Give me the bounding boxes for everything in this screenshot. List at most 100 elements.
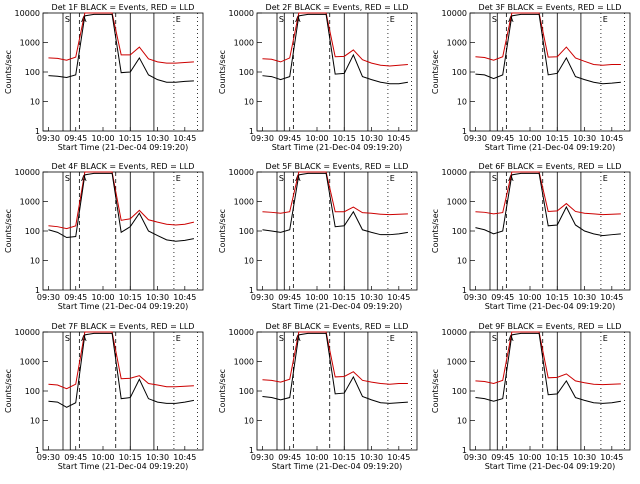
y-tick-label: 10 bbox=[30, 257, 40, 266]
x-tick-label: 10:30 bbox=[360, 453, 383, 462]
events-series-line bbox=[262, 172, 408, 236]
panel-7: 1 10 100 1000 10000 09:30 09:45 10:00 10:15 10:30… bbox=[4, 322, 204, 471]
marker-label: S bbox=[279, 15, 284, 24]
panel-1: 1 10 100 1000 10000 09:30 09:45 10:00 10:15 10:30… bbox=[4, 3, 204, 152]
marker-label: S bbox=[65, 174, 70, 183]
y-tick-label: 1000 bbox=[447, 358, 467, 367]
panel-4: 1 10 100 1000 10000 09:30 09:45 10:00 10:15 10:30… bbox=[4, 162, 204, 311]
x-tick-label: 10:45 bbox=[600, 134, 623, 143]
panel-title: Det 3F BLACK = Events, RED = LLD bbox=[479, 3, 622, 12]
x-tick-label: 10:15 bbox=[333, 293, 356, 302]
y-axis-label: Counts/sec bbox=[431, 369, 440, 413]
y-tick-label: 10 bbox=[457, 257, 467, 266]
x-tick-label: 10:15 bbox=[119, 453, 142, 462]
x-tick-label: 10:30 bbox=[146, 293, 169, 302]
plot-frame bbox=[469, 12, 631, 132]
panel-9: 1 10 100 1000 10000 09:30 09:45 10:00 10:15 10:30… bbox=[431, 322, 631, 471]
y-tick-label: 1000 bbox=[234, 198, 254, 207]
x-tick-label: 10:45 bbox=[387, 293, 410, 302]
x-axis-label: Start Time (21-Dec-04 09:19:20) bbox=[272, 302, 403, 311]
y-tick-label: 100 bbox=[25, 68, 40, 77]
x-tick-label: 10:45 bbox=[173, 293, 196, 302]
x-tick-label: 10:15 bbox=[333, 453, 356, 462]
y-tick-label: 10000 bbox=[442, 328, 467, 337]
panel-title: Det 7F BLACK = Events, RED = LLD bbox=[52, 322, 195, 331]
x-axis-label: Start Time (21-Dec-04 09:19:20) bbox=[58, 302, 189, 311]
lld-series-line bbox=[262, 12, 408, 67]
plot-frame bbox=[256, 331, 418, 451]
events-series-line bbox=[262, 13, 408, 85]
y-axis-label: Counts/sec bbox=[4, 369, 13, 413]
x-tick-label: 10:15 bbox=[119, 134, 142, 143]
y-tick-label: 100 bbox=[452, 227, 467, 236]
y-tick-label: 10000 bbox=[15, 168, 40, 177]
events-series-line bbox=[475, 332, 621, 404]
lld-series-line bbox=[48, 171, 195, 230]
plot-frame bbox=[256, 171, 418, 291]
panel-3: 1 10 100 1000 10000 09:30 09:45 10:00 10:15 10:30… bbox=[431, 3, 631, 152]
x-tick-label: 10:00 bbox=[518, 453, 541, 462]
y-tick-label: 1 bbox=[35, 286, 40, 295]
x-tick-label: 09:45 bbox=[64, 134, 87, 143]
y-tick-label: 10000 bbox=[229, 168, 254, 177]
y-tick-label: 10 bbox=[30, 417, 40, 426]
x-tick-label: 10:45 bbox=[173, 453, 196, 462]
y-tick-label: 100 bbox=[452, 68, 467, 77]
x-tick-label: 10:30 bbox=[360, 293, 383, 302]
y-tick-label: 10000 bbox=[229, 9, 254, 18]
x-tick-label: 09:45 bbox=[491, 453, 514, 462]
x-tick-label: 09:30 bbox=[37, 453, 60, 462]
y-tick-label: 1000 bbox=[447, 39, 467, 48]
y-tick-label: 10 bbox=[30, 98, 40, 107]
events-series-line bbox=[48, 13, 194, 83]
events-series-line bbox=[48, 172, 195, 242]
x-tick-label: 10:30 bbox=[360, 134, 383, 143]
panel-8: 1 10 100 1000 10000 09:30 09:45 10:00 10:15 10:30… bbox=[218, 322, 418, 471]
marker-label: S bbox=[492, 15, 497, 24]
x-tick-label: 10:00 bbox=[91, 453, 114, 462]
x-tick-label: 09:30 bbox=[251, 453, 274, 462]
panel-2: 1 10 100 1000 10000 09:30 09:45 10:00 10:15 10:30… bbox=[218, 3, 418, 152]
y-axis-label: Counts/sec bbox=[4, 50, 13, 94]
x-tick-label: 10:45 bbox=[173, 134, 196, 143]
y-tick-label: 1 bbox=[249, 446, 254, 455]
x-axis-label: Start Time (21-Dec-04 09:19:20) bbox=[272, 462, 403, 471]
x-tick-label: 09:45 bbox=[64, 293, 87, 302]
panel-title: Det 4F BLACK = Events, RED = LLD bbox=[52, 162, 195, 171]
x-tick-label: 09:30 bbox=[464, 134, 487, 143]
events-series-line bbox=[262, 332, 408, 404]
y-tick-label: 1 bbox=[249, 286, 254, 295]
y-axis-label: Counts/sec bbox=[431, 50, 440, 94]
marker-label: S bbox=[279, 174, 284, 183]
y-tick-label: 100 bbox=[452, 387, 467, 396]
plot-frame bbox=[42, 331, 204, 451]
panel-6: 1 10 100 1000 10000 09:30 09:45 10:00 10:15 10:30… bbox=[431, 162, 631, 311]
events-series-line bbox=[475, 13, 621, 85]
y-tick-label: 10000 bbox=[229, 328, 254, 337]
y-tick-label: 100 bbox=[25, 227, 40, 236]
y-tick-label: 1 bbox=[249, 127, 254, 136]
x-tick-label: 10:45 bbox=[600, 453, 623, 462]
plot-frame bbox=[469, 331, 631, 451]
x-tick-label: 10:00 bbox=[305, 293, 328, 302]
panel-title: Det 1F BLACK = Events, RED = LLD bbox=[52, 3, 195, 12]
y-tick-label: 1000 bbox=[20, 198, 40, 207]
x-tick-label: 09:30 bbox=[251, 293, 274, 302]
marker-label: S bbox=[279, 334, 284, 343]
y-tick-label: 100 bbox=[25, 387, 40, 396]
x-axis-label: Start Time (21-Dec-04 09:19:20) bbox=[58, 143, 189, 152]
marker-label: E bbox=[390, 174, 395, 183]
x-tick-label: 09:45 bbox=[491, 134, 514, 143]
x-axis-label: Start Time (21-Dec-04 09:19:20) bbox=[485, 302, 616, 311]
x-tick-label: 10:45 bbox=[600, 293, 623, 302]
lld-series-line bbox=[475, 171, 621, 216]
y-tick-label: 10 bbox=[244, 257, 254, 266]
x-tick-label: 10:15 bbox=[546, 293, 569, 302]
x-tick-label: 09:45 bbox=[278, 453, 301, 462]
x-tick-label: 10:45 bbox=[387, 134, 410, 143]
x-tick-label: 09:45 bbox=[64, 453, 87, 462]
y-tick-label: 1000 bbox=[447, 198, 467, 207]
panel-title: Det 6F BLACK = Events, RED = LLD bbox=[479, 162, 622, 171]
x-tick-label: 09:45 bbox=[491, 293, 514, 302]
